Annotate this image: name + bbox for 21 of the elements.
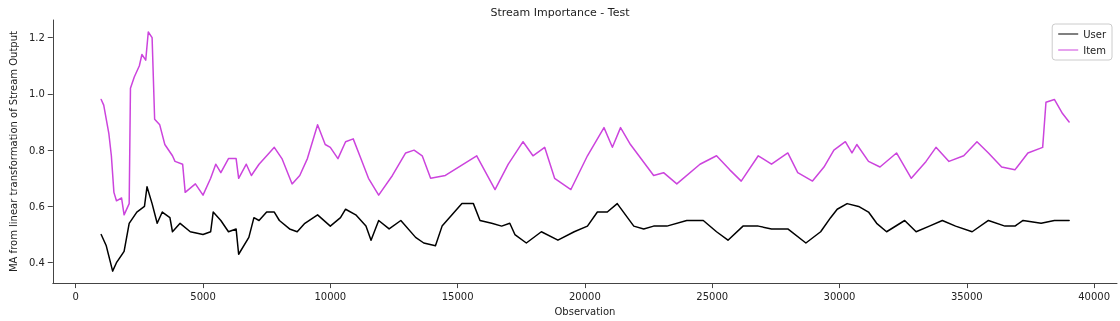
x-tick-label: 0 (72, 290, 79, 302)
y-tick-label: 1.0 (28, 88, 45, 100)
legend-label: User (1083, 28, 1107, 40)
y-tick-label: 0.6 (28, 200, 45, 212)
x-tick-label: 35000 (950, 290, 983, 302)
y-tick-label: 0.8 (28, 144, 45, 156)
y-tick-label: 1.2 (28, 32, 45, 44)
x-axis-title: Observation (554, 305, 616, 317)
x-tick-label: 40000 (1078, 290, 1110, 302)
x-tick-label: 25000 (696, 290, 729, 302)
legend-label: Item (1083, 44, 1106, 56)
x-tick-label: 20000 (569, 290, 601, 302)
y-tick-label: 0.4 (28, 257, 45, 269)
line-series (100, 185, 1070, 272)
chart-title: Stream Importance - Test (490, 6, 631, 19)
x-tick-label: 15000 (441, 290, 474, 302)
y-axis-title: MA from linear transformation of Stream Output (7, 30, 19, 273)
line-series (100, 31, 1070, 216)
x-tick-label: 10000 (314, 290, 347, 302)
x-tick-label: 30000 (823, 290, 856, 302)
x-tick-label: 5000 (190, 290, 216, 302)
